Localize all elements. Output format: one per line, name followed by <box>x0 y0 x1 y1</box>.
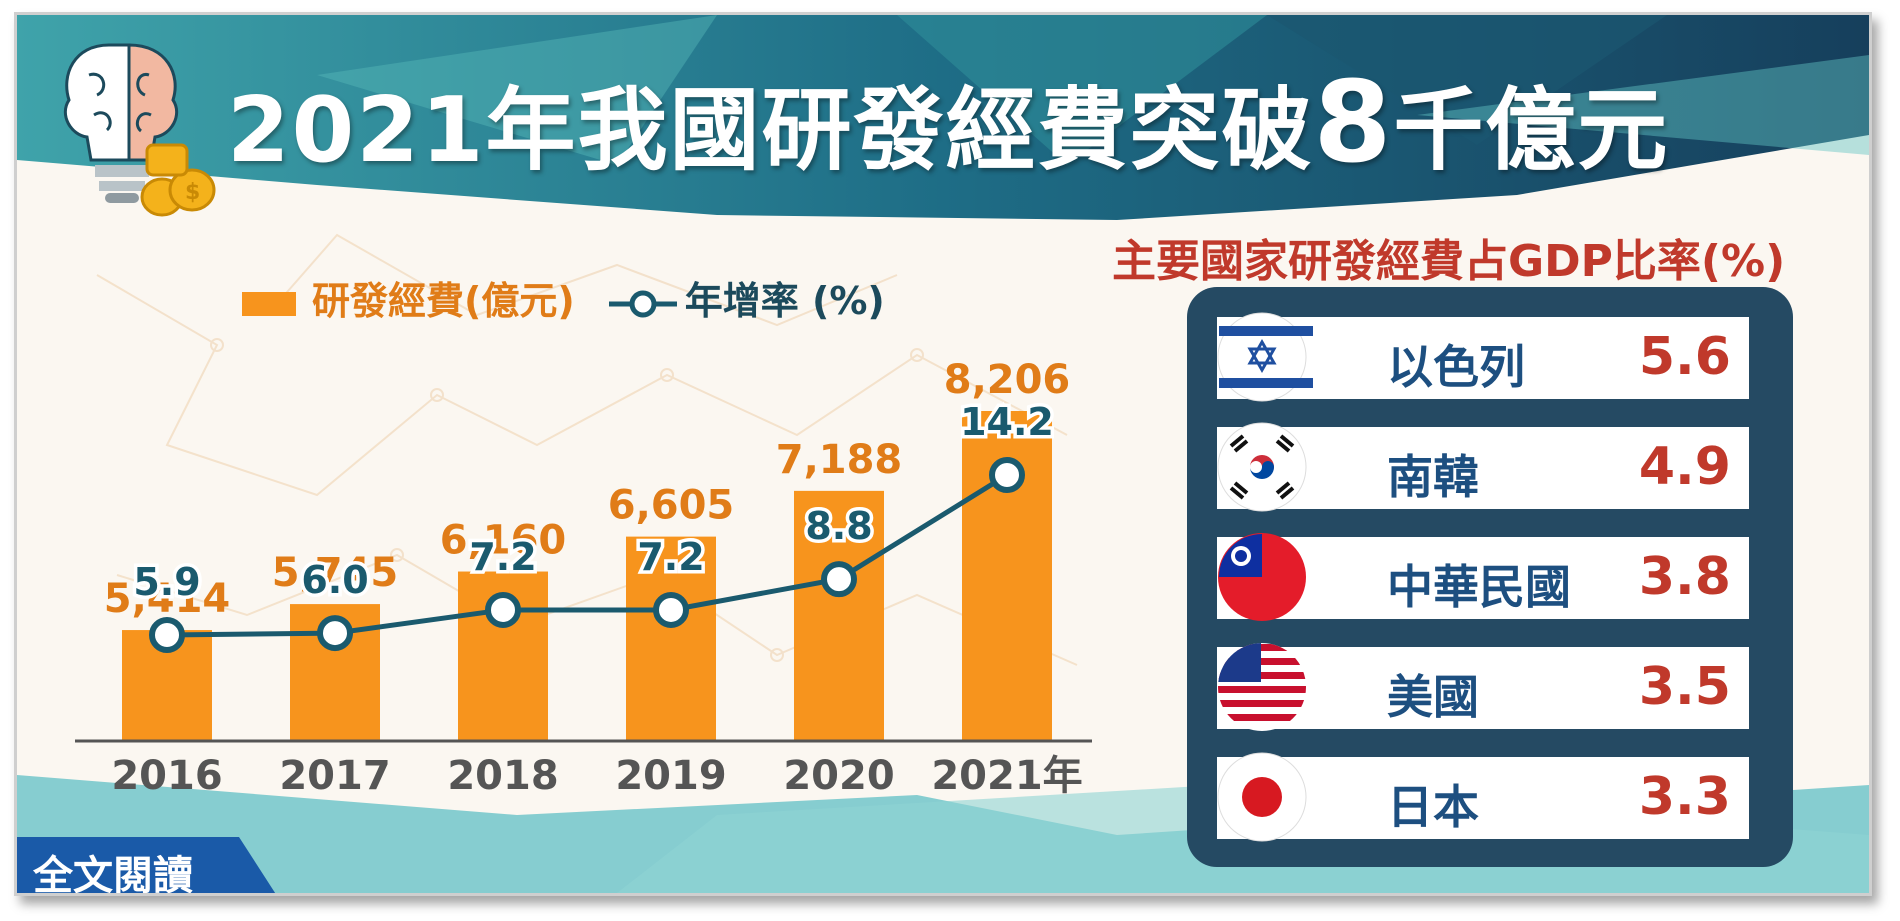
country-row: 中華民國 3.8 <box>1217 533 1749 621</box>
x-tick-label: 2019 <box>615 753 726 799</box>
bar-legend-swatch <box>242 291 296 316</box>
rnd-expenditure-chart: 5,414 5,745 6,160 6,605 7,188 8,206 5.9 6.0 7.2 7… <box>75 357 1092 799</box>
svg-text:$: $ <box>185 180 200 205</box>
country-row: 美國 3.5 <box>1217 643 1749 731</box>
growth-rate-point <box>149 617 185 653</box>
x-tick-label: 2021年 <box>931 753 1082 799</box>
country-value: 3.5 <box>1638 657 1731 717</box>
bar-2019 <box>626 536 716 741</box>
read-more-label[interactable]: 全文閱讀 <box>33 853 193 896</box>
taiwan-flag-icon <box>1218 533 1306 621</box>
title-main: 2021年我國研發經費突破 <box>227 78 1314 183</box>
country-value: 5.6 <box>1638 327 1731 387</box>
read-more-background <box>17 837 276 893</box>
growth-rate-point <box>485 591 521 628</box>
country-name: 中華民國 <box>1387 560 1571 614</box>
bar-2020 <box>794 490 884 741</box>
bar-value-label: 6,605 <box>608 483 735 529</box>
title-number: 8 <box>1313 58 1394 188</box>
line-legend-label: 年增率 (%) <box>684 279 885 323</box>
growth-rate-point <box>821 561 857 598</box>
bar-value-label: 5,414 <box>104 576 231 622</box>
panel-title: 主要國家研發經費占GDP比率(%) <box>1112 236 1786 287</box>
growth-rate-point <box>989 457 1025 493</box>
infographic-frame: $ 2021年我國研發經費突破8千億元 研發經費(億元) 年增率 (%) 5,41… <box>14 12 1872 896</box>
bar-value-label: 7,188 <box>776 437 903 483</box>
growth-rate-point <box>653 591 689 628</box>
bar-value-label: 8,206 <box>944 357 1071 403</box>
country-value: 4.9 <box>1638 437 1731 497</box>
country-value: 3.8 <box>1638 547 1731 607</box>
chart-legend: 研發經費(億元) 年增率 (%) <box>242 270 885 325</box>
country-name: 南韓 <box>1387 450 1479 504</box>
growth-rate-label: 14.2 <box>960 400 1054 444</box>
x-tick-label: 2018 <box>447 753 558 799</box>
page-title: 2021年我國研發經費突破8千億元 <box>227 57 1669 188</box>
growth-rate-label: 7.2 <box>469 535 536 579</box>
coins-icon: $ <box>140 143 216 217</box>
brain-lightbulb-icon <box>63 43 179 203</box>
israel-flag-icon <box>1217 312 1313 402</box>
growth-rate-point <box>317 615 353 652</box>
japan-flag-icon <box>1217 752 1307 842</box>
gdp-ratio-panel: 以色列 5.6 南韓 4.9 <box>1187 287 1793 867</box>
x-tick-label: 2016 <box>111 753 222 799</box>
growth-rate-label: 7.2 <box>637 535 704 579</box>
title-suffix: 千億元 <box>1393 78 1670 183</box>
country-name: 日本 <box>1387 780 1479 834</box>
country-name: 以色列 <box>1387 340 1525 394</box>
country-value: 3.3 <box>1638 767 1731 827</box>
bar-value-label: 6,160 <box>440 518 567 564</box>
bar-legend-label: 研發經費(億元) <box>312 279 575 323</box>
country-row: 以色列 5.6 <box>1217 312 1749 402</box>
country-name: 美國 <box>1387 670 1479 724</box>
south-korea-flag-icon <box>1217 422 1307 512</box>
growth-rate-label: 8.8 <box>805 504 872 548</box>
usa-flag-icon <box>1218 643 1306 731</box>
x-tick-label: 2017 <box>279 753 390 799</box>
read-more-button[interactable]: 全文閱讀 <box>17 837 279 896</box>
growth-rate-label: 5.9 <box>133 560 200 604</box>
line-legend-marker-icon <box>608 290 677 317</box>
country-row: 日本 3.3 <box>1217 752 1749 842</box>
bar-value-label: 5,745 <box>272 550 399 596</box>
x-tick-label: 2020 <box>783 753 894 799</box>
growth-rate-label: 6.0 <box>301 558 368 602</box>
country-row: 南韓 4.9 <box>1217 422 1749 512</box>
growth-rate-line <box>166 472 1009 638</box>
